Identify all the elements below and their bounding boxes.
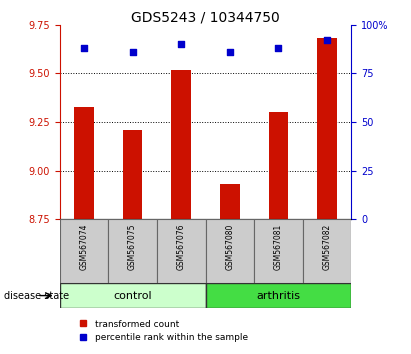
Bar bbox=[108, 219, 157, 283]
Text: GSM567082: GSM567082 bbox=[323, 224, 332, 270]
Bar bbox=[123, 130, 142, 219]
Bar bbox=[303, 219, 351, 283]
Bar bbox=[74, 107, 94, 219]
Text: GSM567080: GSM567080 bbox=[225, 224, 234, 270]
Point bbox=[178, 41, 185, 47]
Bar bbox=[60, 283, 206, 308]
Text: arthritis: arthritis bbox=[256, 291, 300, 301]
Legend: transformed count, percentile rank within the sample: transformed count, percentile rank withi… bbox=[79, 320, 248, 342]
Text: GSM567075: GSM567075 bbox=[128, 224, 137, 270]
Text: GDS5243 / 10344750: GDS5243 / 10344750 bbox=[131, 11, 280, 25]
Text: GSM567081: GSM567081 bbox=[274, 224, 283, 270]
Bar bbox=[220, 184, 240, 219]
Point bbox=[129, 49, 136, 55]
Text: GSM567076: GSM567076 bbox=[177, 224, 186, 270]
Bar bbox=[206, 283, 351, 308]
Text: control: control bbox=[113, 291, 152, 301]
Point bbox=[275, 45, 282, 51]
Bar bbox=[254, 219, 303, 283]
Bar bbox=[206, 219, 254, 283]
Point bbox=[324, 38, 330, 43]
Bar bbox=[157, 219, 206, 283]
Point bbox=[226, 49, 233, 55]
Text: GSM567074: GSM567074 bbox=[79, 224, 88, 270]
Bar bbox=[269, 112, 288, 219]
Bar bbox=[171, 70, 191, 219]
Point bbox=[81, 45, 87, 51]
Text: disease state: disease state bbox=[4, 291, 69, 301]
Bar bbox=[60, 219, 108, 283]
Bar bbox=[317, 39, 337, 219]
